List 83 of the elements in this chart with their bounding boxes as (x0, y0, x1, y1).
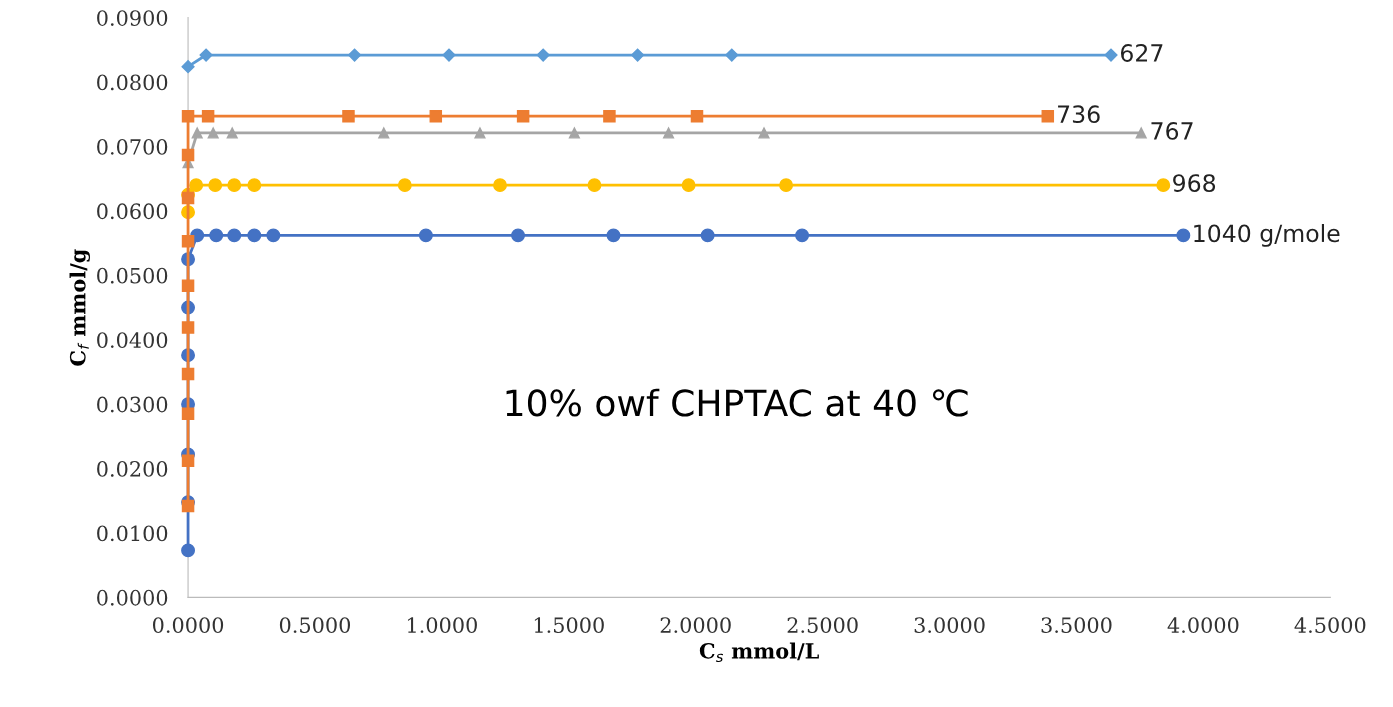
point (631, 48, 645, 62)
x-tick-label: 1.0000 (407, 617, 477, 633)
point (681, 178, 696, 193)
point (181, 407, 195, 421)
point (397, 178, 412, 193)
point (536, 48, 550, 62)
point (725, 48, 739, 62)
point (181, 499, 195, 513)
point (700, 228, 715, 243)
point (516, 109, 530, 123)
point (201, 109, 215, 123)
point (758, 127, 770, 139)
series-label: 1040 g/mole (1194, 223, 1340, 247)
point (181, 191, 195, 205)
x-tick-label: 3.0000 (914, 617, 985, 633)
point (181, 234, 195, 248)
x-tick-label: 4.5000 (1294, 617, 1366, 633)
series-label: 736 (1058, 105, 1100, 124)
x-tick-label: 0.5000 (279, 617, 351, 633)
y-tick-label: 0.0200 (97, 461, 168, 477)
point (1156, 178, 1171, 193)
x-axis-title: C$_{s}$ mmol/L (699, 642, 819, 663)
point (227, 178, 242, 193)
point (181, 321, 195, 334)
point (247, 228, 262, 243)
point (429, 109, 443, 123)
point (1176, 228, 1191, 243)
series-label: 627 (1120, 44, 1163, 62)
point (493, 178, 507, 193)
point (181, 60, 195, 74)
point (795, 228, 810, 243)
annotation: 10% owf CHPTAC at 40 ℃ (506, 388, 968, 417)
x-tick-label: 2.0000 (660, 617, 731, 633)
y-tick-label: 0.0100 (97, 525, 168, 542)
point (378, 127, 390, 139)
series-label: 968 (1173, 174, 1216, 193)
point (606, 228, 621, 243)
point (207, 127, 219, 139)
point (199, 48, 213, 62)
point (189, 178, 204, 193)
point (181, 279, 195, 292)
point (181, 367, 195, 381)
x-tick-label: 2.5000 (787, 617, 858, 633)
x-tick-label: 1.5000 (534, 617, 604, 633)
point (208, 178, 223, 193)
y-tick-label: 0.0400 (97, 332, 168, 348)
point (191, 127, 203, 139)
point (587, 178, 602, 193)
y-axis-title: C$_{f}$ mmol/g (69, 249, 90, 366)
point (603, 109, 616, 123)
y-tick-label: 0.0900 (97, 10, 168, 26)
point (247, 178, 262, 193)
point (474, 127, 486, 139)
series-label: 767 (1151, 121, 1193, 140)
y-tick-label: 0.0600 (97, 203, 168, 220)
y-tick-label: 0.0300 (97, 396, 168, 413)
point (1104, 48, 1118, 62)
point (181, 543, 196, 558)
point (690, 109, 704, 123)
point (209, 228, 224, 243)
point (418, 228, 433, 243)
point (442, 48, 456, 62)
point (663, 127, 675, 139)
point (181, 109, 195, 123)
point (347, 48, 362, 62)
point (511, 228, 525, 243)
x-tick-label: 3.5000 (1041, 617, 1112, 633)
y-tick-label: 0.0500 (97, 267, 168, 284)
y-tick-label: 0.0000 (97, 589, 168, 606)
x-tick-label: 4.0000 (1167, 617, 1239, 633)
point (1135, 127, 1147, 139)
point (226, 127, 238, 139)
point (227, 228, 242, 243)
y-tick-label: 0.0700 (97, 138, 168, 155)
point (779, 178, 794, 193)
point (266, 228, 281, 243)
point (342, 109, 355, 123)
point (181, 148, 195, 162)
point (181, 454, 195, 468)
x-tick-label: 0.0000 (152, 617, 224, 633)
point (568, 127, 580, 139)
y-tick-label: 0.0800 (97, 74, 168, 91)
point (1041, 109, 1055, 123)
